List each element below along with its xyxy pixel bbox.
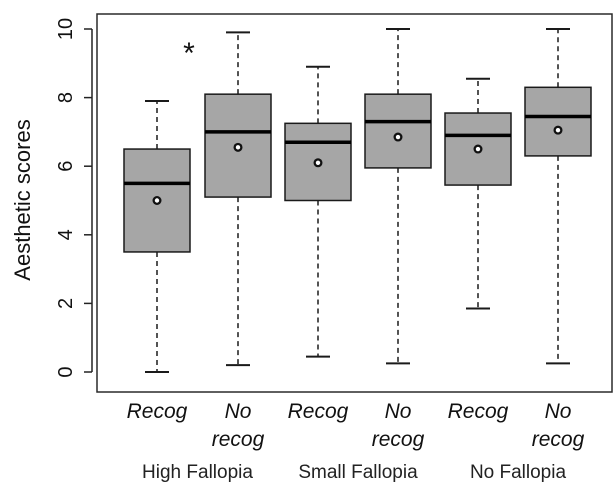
- category-label-line1: Recog: [127, 400, 188, 423]
- y-axis: 0 2 4 6 8 10: [55, 18, 93, 378]
- plot-frame: [96, 13, 613, 393]
- category-label-line2: recog: [212, 428, 265, 451]
- category-label-line1: No: [385, 400, 412, 423]
- x-axis-labels: Recog No recog Recog No recog Recog No recog High…: [127, 400, 585, 483]
- mean-dot: [475, 146, 481, 152]
- category-label-line2: recog: [532, 428, 585, 451]
- y-tick-label: 4: [55, 229, 77, 240]
- group-label: Small Fallopia: [298, 462, 418, 483]
- category-label-line1: Recog: [448, 400, 509, 423]
- y-tick-label: 10: [55, 18, 77, 40]
- mean-dot: [555, 127, 561, 133]
- y-tick-label: 0: [55, 366, 77, 377]
- mean-dot: [315, 160, 321, 165]
- y-tick-label: 2: [55, 298, 77, 309]
- boxes-layer: [123, 28, 592, 373]
- y-axis-title: Aesthetic scores: [10, 119, 35, 280]
- box-item: [284, 65, 352, 358]
- box-item: [204, 31, 272, 367]
- box-item: [364, 28, 432, 365]
- category-label-line1: No: [225, 400, 252, 423]
- mean-dot: [154, 198, 160, 203]
- mean-dot: [395, 134, 401, 140]
- y-tick-label: 8: [55, 92, 77, 103]
- box-item: [444, 77, 512, 310]
- y-tick-label: 6: [55, 161, 77, 172]
- mean-dot: [235, 145, 241, 150]
- iqr-box: [524, 86, 592, 157]
- box-item: [524, 28, 592, 365]
- group-label: No Fallopia: [470, 462, 567, 483]
- annotations-layer: *: [183, 37, 195, 70]
- category-label-line2: recog: [372, 428, 425, 451]
- iqr-box: [364, 93, 432, 169]
- significance-asterisk: *: [183, 37, 195, 70]
- category-label-line1: No: [545, 400, 572, 423]
- category-label-line1: Recog: [288, 400, 349, 423]
- group-label: High Fallopia: [142, 462, 253, 483]
- box-item: [123, 100, 191, 373]
